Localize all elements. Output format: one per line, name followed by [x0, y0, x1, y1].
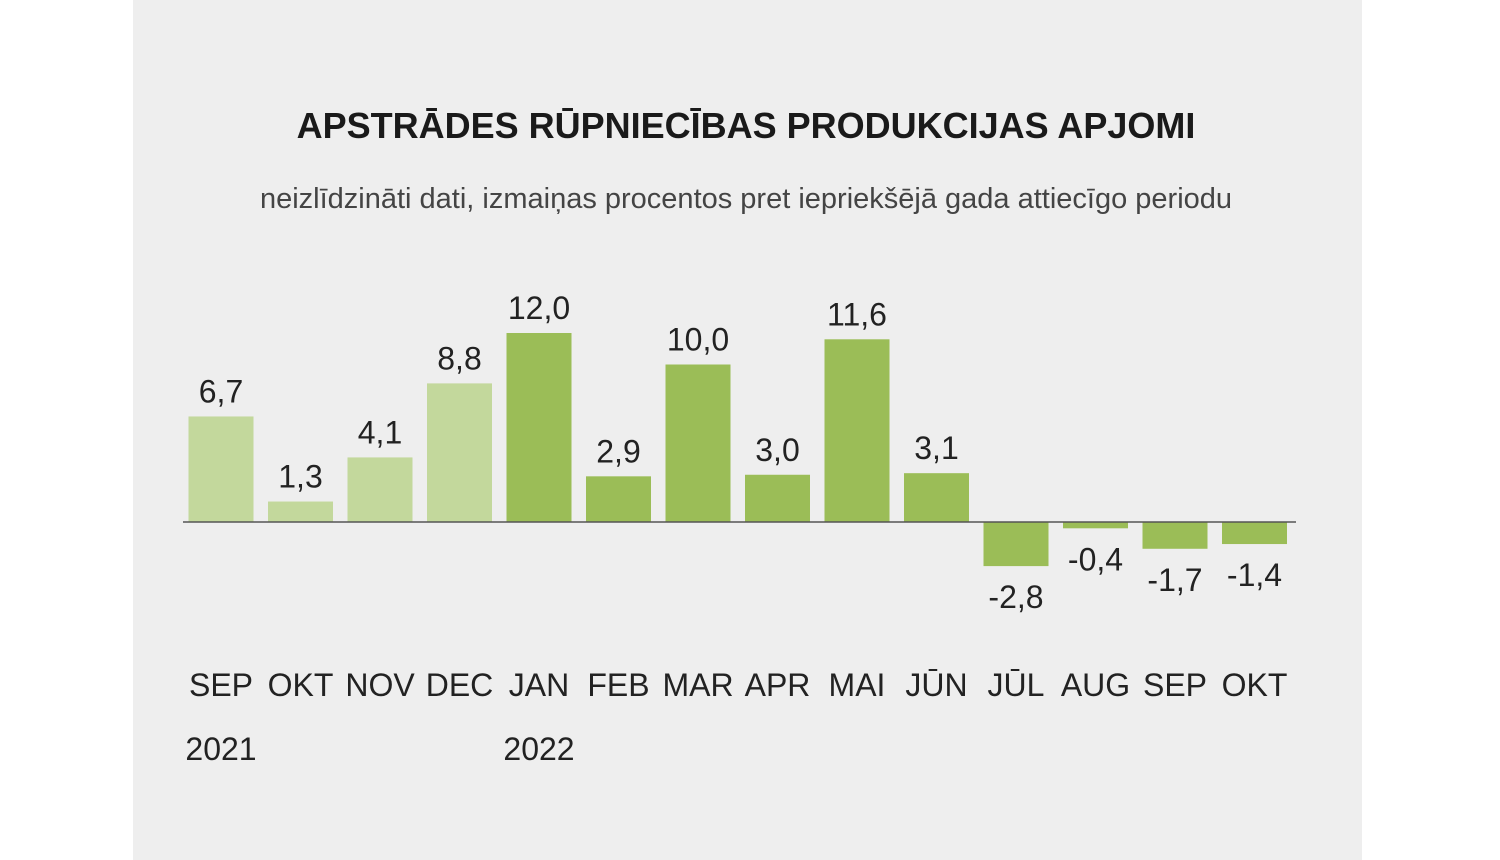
x-tick-label: MAR	[662, 667, 733, 703]
data-label: 2,9	[596, 433, 640, 469]
chart-subtitle: neizlīdzināti dati, izmaiņas procentos p…	[260, 183, 1232, 215]
x-tick-label: DEC	[426, 667, 494, 703]
bar	[824, 339, 890, 522]
bar	[1063, 522, 1128, 529]
data-label: -0,4	[1068, 541, 1123, 577]
bar-chart: APSTRĀDES RŪPNIECĪBAS PRODUKCIJAS APJOMI…	[183, 105, 1296, 767]
bar	[665, 364, 731, 522]
x-year-label: 2022	[503, 731, 574, 767]
data-label: -1,4	[1227, 557, 1282, 593]
data-label: 3,1	[914, 430, 958, 466]
x-year-label: 2021	[185, 731, 256, 767]
bar	[745, 474, 810, 522]
x-tick-label: AUG	[1061, 667, 1130, 703]
x-tick-label: SEP	[189, 667, 253, 703]
x-tick-label: OKT	[1222, 667, 1288, 703]
data-label: -2,8	[988, 579, 1043, 615]
x-tick-label: APR	[745, 667, 811, 703]
chart-title: APSTRĀDES RŪPNIECĪBAS PRODUKCIJAS APJOMI	[297, 105, 1196, 146]
bars-layer	[188, 333, 1287, 567]
x-tick-label: JŪL	[988, 667, 1045, 703]
bar	[506, 333, 572, 522]
x-tick-label: OKT	[268, 667, 334, 703]
x-tick-label: SEP	[1143, 667, 1207, 703]
x-tick-label: MAI	[829, 667, 886, 703]
bar	[1222, 522, 1287, 545]
bar	[268, 501, 333, 522]
x-tick-label: NOV	[345, 667, 415, 703]
data-label: 3,0	[755, 432, 799, 468]
bar	[983, 522, 1049, 567]
x-tick-label: JŪN	[905, 667, 967, 703]
bar	[586, 476, 651, 522]
bar	[347, 457, 413, 522]
data-label: 8,8	[437, 340, 481, 376]
x-tick-label: FEB	[587, 667, 649, 703]
data-label: 6,7	[199, 373, 243, 409]
data-label: -1,7	[1147, 562, 1202, 598]
data-label: 12,0	[508, 290, 570, 326]
bar	[904, 473, 969, 522]
data-label: 11,6	[827, 296, 887, 332]
data-label: 4,1	[358, 414, 402, 450]
labels-layer: 6,7 SEP 1,3 OKT 4,1 NOV 8,8 DEC 12,0 JAN 2,9 FEB 10,…	[185, 290, 1287, 767]
data-label: 1,3	[278, 459, 322, 495]
bar	[427, 383, 492, 522]
bar	[188, 416, 254, 522]
chart-panel: APSTRĀDES RŪPNIECĪBAS PRODUKCIJAS APJOMI…	[133, 0, 1362, 860]
data-label: 10,0	[667, 322, 729, 358]
x-tick-label: JAN	[509, 667, 569, 703]
bar	[1142, 522, 1208, 549]
